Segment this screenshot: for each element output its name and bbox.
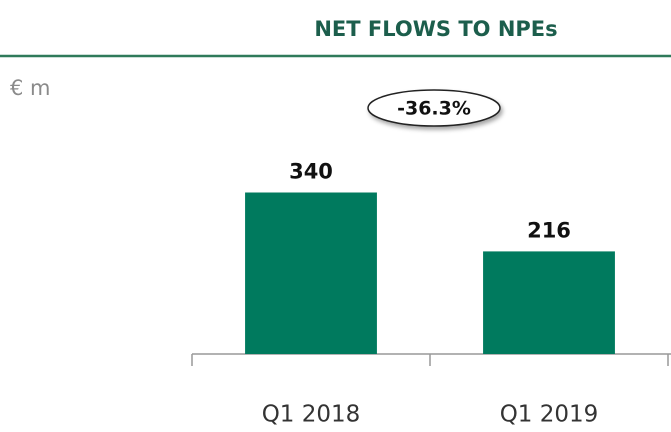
data-label: 340: [289, 160, 333, 184]
chart-title: NET FLOWS TO NPEs: [314, 17, 557, 41]
x-tick-label: Q1 2018: [262, 402, 361, 428]
x-tick-label: Q1 2019: [500, 402, 599, 428]
unit-label: € m: [10, 76, 51, 100]
bar: [483, 251, 615, 354]
bar: [245, 192, 377, 354]
annotation: -36.3%: [397, 98, 471, 120]
data-label: 216: [527, 218, 571, 242]
annotation-bubble: [367, 89, 501, 127]
